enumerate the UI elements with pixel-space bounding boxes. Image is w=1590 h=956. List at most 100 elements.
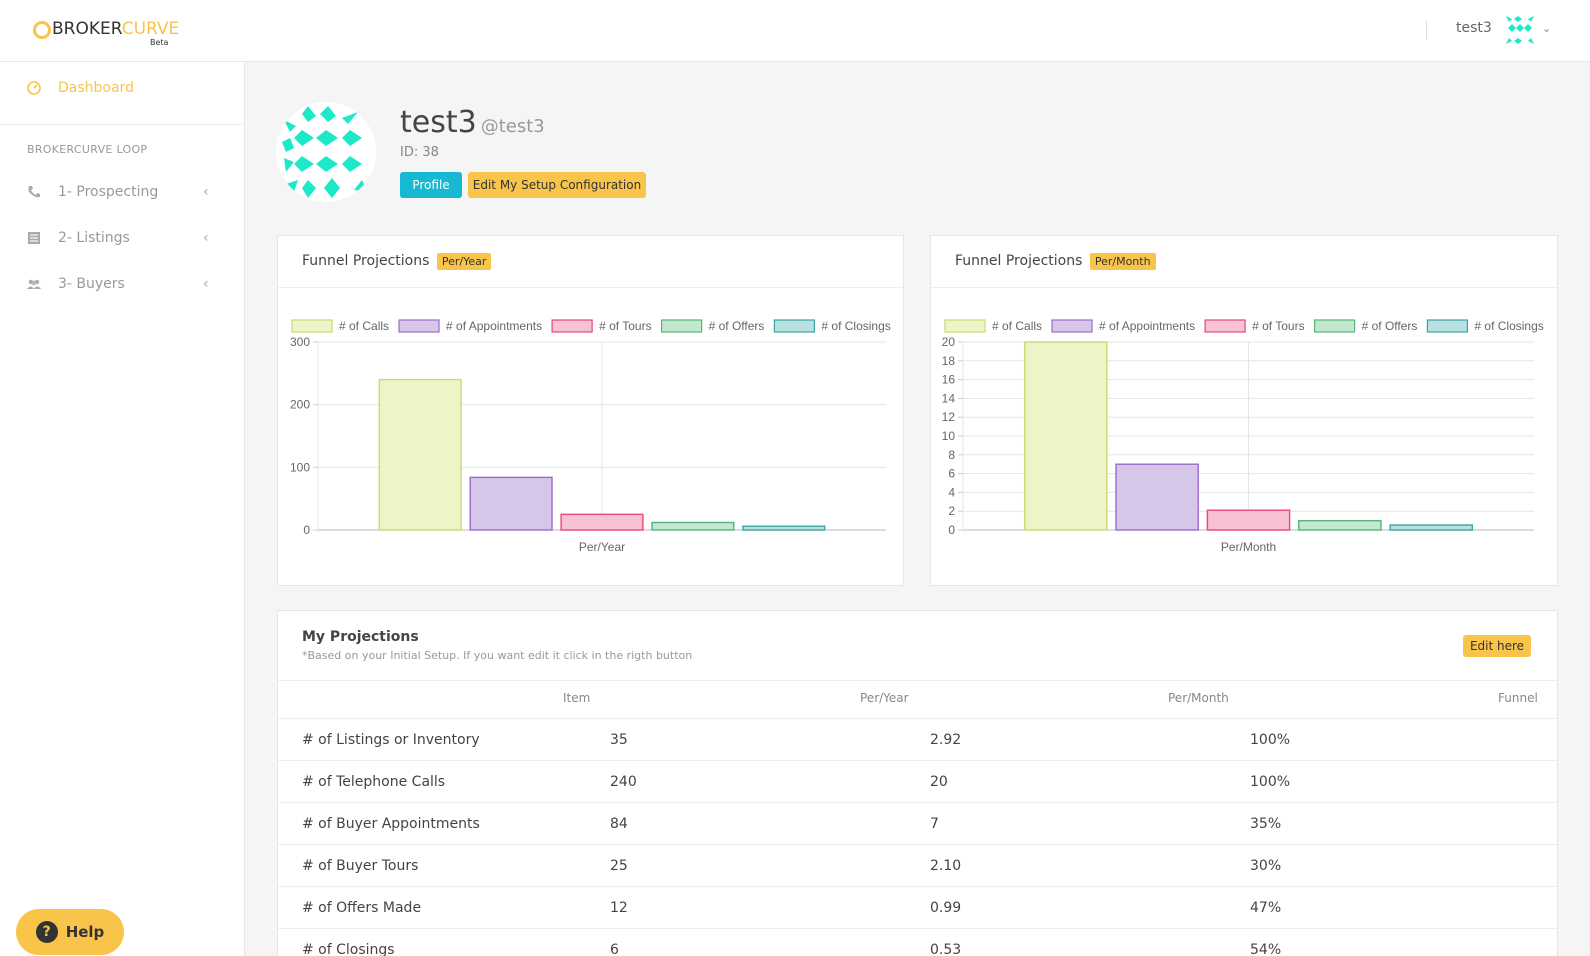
legend-item: # of Offers — [1313, 319, 1418, 333]
projections-card: My Projections *Based on your Initial Se… — [277, 610, 1558, 956]
bar — [560, 513, 644, 531]
legend-label: # of Calls — [339, 319, 389, 333]
sidebar-item-label: Dashboard — [58, 80, 134, 96]
legend-label: # of Closings — [821, 319, 890, 333]
sidebar-item-listings[interactable]: 2- Listings ‹ — [0, 218, 245, 258]
sidebar-item-label: 3- Buyers — [58, 276, 125, 292]
sidebar-item-label: 2- Listings — [58, 230, 130, 246]
legend-item: # of Calls — [944, 319, 1042, 333]
cell-per-month: 0.99 — [930, 900, 962, 916]
y-tick-label: 200 — [290, 398, 310, 412]
cell-per-year: 6 — [610, 942, 619, 956]
beta-label: Beta — [150, 38, 169, 47]
table-row: # of Buyer Appointments 84 7 35% — [278, 802, 1557, 844]
top-header: BROKERCURVE Beta test3 ⌄ — [0, 0, 1590, 62]
funnel-yearly-chart: # of Calls # of Appointments # of Tours # o… — [290, 319, 891, 554]
y-tick-label: 20 — [942, 335, 956, 349]
edit-setup-button[interactable]: Edit My Setup Configuration — [468, 172, 646, 198]
cell-item: # of Telephone Calls — [302, 774, 446, 790]
cell-funnel: 47% — [1250, 900, 1282, 916]
identicon-avatar[interactable] — [1504, 14, 1536, 46]
legend-swatch — [944, 319, 986, 333]
cell-per-year: 25 — [610, 858, 628, 874]
cell-item: # of Closings — [302, 942, 395, 956]
legend-label: # of Tours — [599, 319, 651, 333]
card-title: Funnel Projections Per/Month — [955, 253, 1156, 270]
cell-per-month: 2.10 — [930, 858, 962, 874]
bar — [651, 521, 735, 531]
funnel-yearly-card: Funnel Projections Per/Year # of Calls # … — [277, 235, 904, 586]
y-tick-label: 14 — [942, 391, 956, 405]
bar — [1115, 463, 1199, 531]
chevron-down-icon[interactable]: ⌄ — [1542, 22, 1552, 35]
bar — [742, 525, 826, 531]
y-tick-label: 2 — [948, 504, 955, 518]
profile-button[interactable]: Profile — [400, 172, 462, 198]
legend-swatch — [398, 319, 440, 333]
column-header-funnel: Funnel — [1498, 691, 1538, 705]
cell-per-year: 35 — [610, 732, 628, 748]
list-icon — [28, 232, 40, 244]
logo-text-broker: BROKER — [52, 19, 122, 39]
table-row: # of Offers Made 12 0.99 47% — [278, 886, 1557, 928]
column-header-per-year: Per/Year — [860, 691, 909, 705]
logo-wordmark: BROKERCURVE — [52, 19, 179, 39]
logo-ring-icon — [33, 21, 51, 39]
dashboard-gauge-icon — [27, 81, 41, 95]
legend-label: # of Offers — [1362, 319, 1418, 333]
cell-per-year: 12 — [610, 900, 628, 916]
cell-funnel: 35% — [1250, 816, 1282, 832]
help-button[interactable]: ? Help — [16, 909, 124, 955]
sidebar: Dashboard BROKERCURVE LOOP 1- Prospectin… — [0, 62, 245, 956]
card-title: Funnel Projections Per/Year — [302, 253, 492, 270]
card-header: Funnel Projections Per/Year — [278, 236, 903, 288]
profile-avatar — [276, 102, 376, 202]
card-header: Funnel Projections Per/Month — [931, 236, 1557, 288]
legend-item: # of Closings — [773, 319, 891, 333]
y-tick-label: 0 — [303, 523, 310, 537]
x-tick-label: Per/Month — [1221, 540, 1276, 554]
bar — [469, 476, 553, 531]
chevron-left-icon: ‹ — [203, 184, 209, 200]
chevron-left-icon: ‹ — [203, 230, 209, 246]
cell-per-year: 84 — [610, 816, 628, 832]
phone-icon — [28, 186, 40, 198]
cell-item: # of Buyer Tours — [302, 858, 419, 874]
sidebar-item-dashboard[interactable]: Dashboard — [0, 68, 245, 108]
y-tick-label: 12 — [942, 410, 956, 424]
bar — [1206, 509, 1291, 531]
legend-item: # of Tours — [551, 319, 652, 333]
legend-swatch — [1426, 319, 1469, 333]
header-username[interactable]: test3 — [1456, 20, 1492, 36]
legend-label: # of Tours — [1252, 319, 1304, 333]
header-divider — [278, 680, 1557, 681]
column-header-per-month: Per/Month — [1168, 691, 1229, 705]
legend-item: # of Offers — [660, 319, 764, 333]
question-icon: ? — [35, 921, 58, 943]
bar — [1389, 524, 1474, 531]
sidebar-item-buyers[interactable]: 3- Buyers ‹ — [0, 264, 245, 304]
funnel-monthly-chart: # of Calls # of Appointments # of Tours # o… — [942, 319, 1544, 554]
profile-name: test3 @test3 — [400, 105, 545, 140]
sidebar-divider — [0, 124, 245, 125]
table-row: # of Buyer Tours 25 2.10 30% — [278, 844, 1557, 886]
column-header-item: Item — [563, 691, 591, 705]
sidebar-item-prospecting[interactable]: 1- Prospecting ‹ — [0, 172, 245, 212]
legend-swatch — [773, 319, 816, 333]
cell-funnel: 100% — [1250, 774, 1291, 790]
edit-projections-button[interactable]: Edit here — [1463, 635, 1531, 657]
table-row: # of Telephone Calls 240 20 100% — [278, 760, 1557, 802]
legend-swatch — [1204, 319, 1246, 333]
y-tick-label: 4 — [948, 485, 955, 499]
legend-label: # of Appointments — [446, 319, 542, 333]
cell-funnel: 100% — [1250, 732, 1291, 748]
table-row: # of Closings 6 0.53 54% — [278, 928, 1557, 956]
bar — [378, 378, 462, 531]
y-tick-label: 300 — [290, 335, 310, 349]
header-divider — [1426, 20, 1427, 40]
profile-handle: @test3 — [480, 116, 545, 137]
per-month-badge: Per/Month — [1089, 253, 1156, 270]
logo-text-curve: CURVE — [121, 19, 180, 39]
bar — [1023, 341, 1108, 531]
cell-item: # of Offers Made — [302, 900, 422, 916]
